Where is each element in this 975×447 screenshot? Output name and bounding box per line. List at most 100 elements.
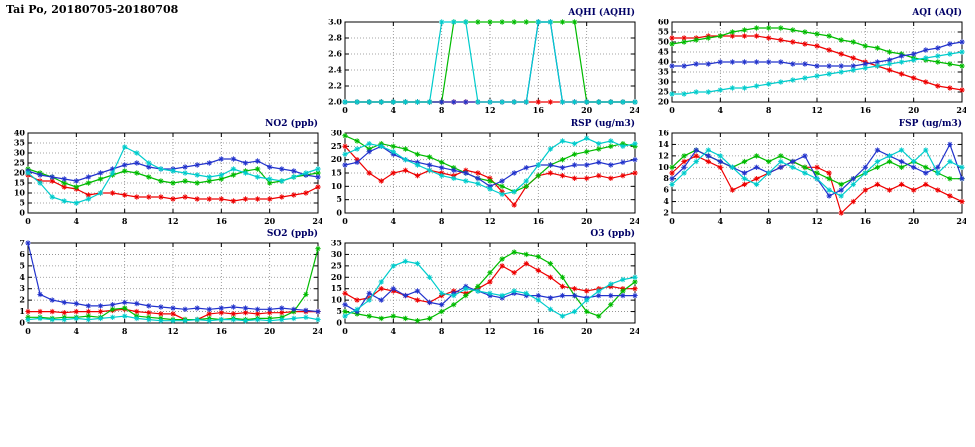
svg-text:2.4: 2.4 <box>328 65 342 75</box>
chart-aqhi: AQHI (AQHI) 2.0 2.2 2.4 2.6 2.8 3.0 0 4 8 12 16 20 2… <box>319 8 641 118</box>
svg-text:6: 6 <box>663 185 669 195</box>
svg-text:4: 4 <box>663 196 669 206</box>
svg-text:16: 16 <box>860 105 872 115</box>
svg-text:25: 25 <box>14 158 25 168</box>
chart-canvas: 2.0 2.2 2.4 2.6 2.8 3.0 0 4 8 12 16 20 24 <box>328 17 641 116</box>
svg-text:0: 0 <box>19 208 25 218</box>
svg-text:3.0: 3.0 <box>328 19 342 27</box>
svg-text:45: 45 <box>658 47 669 57</box>
svg-text:4: 4 <box>391 326 397 336</box>
chart-aqi: AQI (AQI) 20 25 30 35 40 45 50 55 60 0 4 8 12 16 20 24 <box>646 8 968 118</box>
svg-text:30: 30 <box>14 148 26 158</box>
svg-text:8: 8 <box>663 173 669 183</box>
svg-text:0: 0 <box>336 318 342 328</box>
svg-text:16: 16 <box>216 326 228 336</box>
svg-text:3: 3 <box>19 283 25 293</box>
chart-title-aqi: AQI (AQI) <box>912 8 962 18</box>
svg-text:25: 25 <box>658 87 669 97</box>
svg-text:30: 30 <box>331 130 343 138</box>
chart-plot-so2: 0 1 2 3 4 5 6 7 0 4 8 12 16 20 24 <box>2 238 324 339</box>
svg-text:0: 0 <box>342 105 348 115</box>
svg-text:6: 6 <box>19 249 25 259</box>
svg-text:5: 5 <box>336 306 342 316</box>
svg-text:35: 35 <box>14 138 25 148</box>
chart-title-so2: SO2 (ppb) <box>266 229 318 239</box>
svg-text:25: 25 <box>331 141 342 151</box>
svg-text:20: 20 <box>658 97 670 107</box>
svg-text:16: 16 <box>658 130 670 138</box>
chart-plot-aqi: 20 25 30 35 40 45 50 55 60 0 4 8 12 16 20 24 <box>646 17 968 118</box>
svg-text:16: 16 <box>533 105 545 115</box>
svg-text:20: 20 <box>331 154 343 164</box>
svg-text:24: 24 <box>956 105 966 115</box>
chart-title-no2: NO2 (ppb) <box>265 119 318 129</box>
svg-text:8: 8 <box>766 105 772 115</box>
svg-text:0: 0 <box>25 326 31 336</box>
svg-text:40: 40 <box>14 130 26 138</box>
chart-rsp: RSP (ug/m3) 0 5 10 15 20 25 30 0 4 8 12 16 20 24 <box>319 119 641 229</box>
svg-text:20: 20 <box>331 272 343 282</box>
svg-text:12: 12 <box>811 216 822 226</box>
svg-text:15: 15 <box>331 283 342 293</box>
svg-text:4: 4 <box>391 216 397 226</box>
svg-text:20: 20 <box>581 105 593 115</box>
svg-text:16: 16 <box>533 216 545 226</box>
svg-text:12: 12 <box>484 326 495 336</box>
svg-text:12: 12 <box>484 105 495 115</box>
svg-text:15: 15 <box>14 178 25 188</box>
svg-text:16: 16 <box>216 216 228 226</box>
svg-text:24: 24 <box>629 216 639 226</box>
chart-title-o3: O3 (ppb) <box>590 229 635 239</box>
svg-text:10: 10 <box>331 295 343 305</box>
svg-text:55: 55 <box>658 27 669 37</box>
svg-text:0: 0 <box>669 216 675 226</box>
chart-fsp: FSP (ug/m3) 2 4 6 8 10 12 14 16 0 4 8 12 16 20 24 <box>646 119 968 229</box>
svg-text:8: 8 <box>122 326 128 336</box>
svg-text:30: 30 <box>331 249 343 259</box>
svg-text:8: 8 <box>439 105 445 115</box>
svg-text:12: 12 <box>167 326 178 336</box>
svg-text:10: 10 <box>658 162 670 172</box>
svg-text:8: 8 <box>439 326 445 336</box>
svg-text:0: 0 <box>25 216 31 226</box>
svg-text:4: 4 <box>74 216 80 226</box>
svg-text:5: 5 <box>336 194 342 204</box>
svg-text:20: 20 <box>581 216 593 226</box>
svg-text:0: 0 <box>342 326 348 336</box>
svg-text:20: 20 <box>264 326 276 336</box>
chart-title-aqhi: AQHI (AQHI) <box>568 8 635 18</box>
svg-text:60: 60 <box>658 19 670 27</box>
svg-text:15: 15 <box>331 168 342 178</box>
svg-text:24: 24 <box>629 326 639 336</box>
svg-text:7: 7 <box>19 240 25 248</box>
svg-text:24: 24 <box>312 326 322 336</box>
svg-text:8: 8 <box>122 216 128 226</box>
svg-text:5: 5 <box>19 260 25 270</box>
svg-text:8: 8 <box>439 216 445 226</box>
chart-plot-rsp: 0 5 10 15 20 25 30 0 4 8 12 16 20 24 <box>319 128 641 229</box>
svg-text:14: 14 <box>658 139 670 149</box>
chart-plot-no2: 0 5 10 15 20 25 30 35 40 0 4 8 12 16 20 24 <box>2 128 324 229</box>
svg-text:20: 20 <box>908 105 920 115</box>
svg-text:20: 20 <box>908 216 920 226</box>
svg-text:50: 50 <box>658 37 670 47</box>
svg-text:2.2: 2.2 <box>328 81 342 91</box>
svg-text:2.8: 2.8 <box>328 33 342 43</box>
chart-title-fsp: FSP (ug/m3) <box>898 119 962 129</box>
chart-plot-aqhi: 2.0 2.2 2.4 2.6 2.8 3.0 0 4 8 12 16 20 24 <box>319 17 641 118</box>
svg-text:2.0: 2.0 <box>328 97 342 107</box>
svg-text:0: 0 <box>19 318 25 328</box>
svg-text:4: 4 <box>718 105 724 115</box>
svg-text:30: 30 <box>658 77 670 87</box>
svg-text:35: 35 <box>331 240 342 248</box>
svg-text:5: 5 <box>19 198 25 208</box>
svg-text:20: 20 <box>264 216 276 226</box>
svg-text:16: 16 <box>533 326 545 336</box>
svg-text:4: 4 <box>74 326 80 336</box>
chart-o3: O3 (ppb) 0 5 10 15 20 25 30 35 0 4 8 12 16 20 24 <box>319 229 641 339</box>
